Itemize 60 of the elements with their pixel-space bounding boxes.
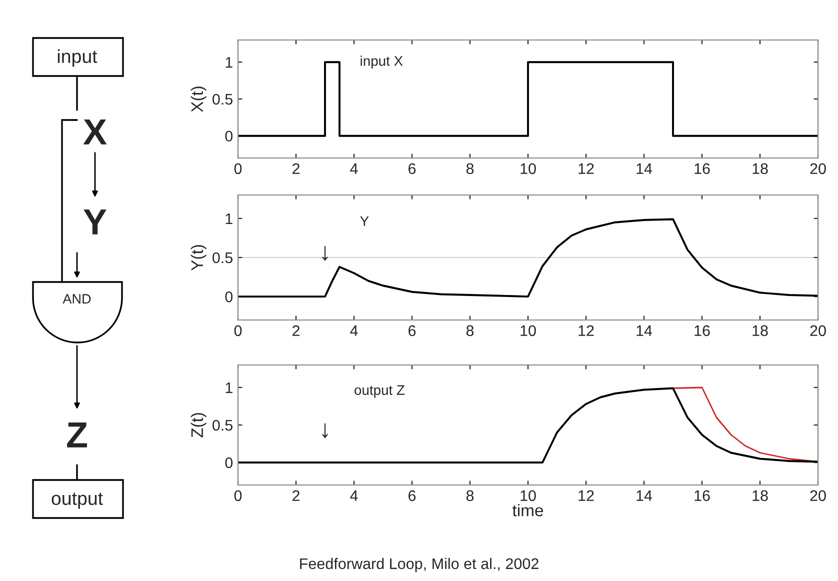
x-tick-label: 18 [752, 163, 768, 174]
y-tick-label: 1 [226, 382, 232, 394]
x-tick-label: 6 [408, 163, 416, 174]
x-tick-label: 20 [810, 325, 826, 336]
x-tick-label: 0 [234, 490, 242, 502]
x-tick-label: 8 [466, 163, 474, 174]
x-tick-label: 18 [752, 490, 768, 502]
x-tick-label: 2 [292, 325, 300, 336]
text: AND [62, 294, 91, 304]
x-axis-title: time [512, 504, 544, 516]
x-tick-label: 2 [292, 490, 300, 501]
text: input [58, 49, 98, 67]
annotation: ↓ [322, 246, 328, 261]
y-axis-title: X(t) [190, 86, 206, 112]
x-tick-label: 10 [520, 490, 536, 502]
x-tick-label: 6 [408, 325, 416, 336]
x-tick-label: 8 [466, 490, 474, 502]
x-tick-label: 10 [520, 163, 536, 174]
y-tick-label: 0 [225, 457, 233, 468]
y-tick-label: 0 [225, 130, 233, 142]
y-tick-label: 1 [226, 57, 232, 68]
x-tick-label: 0 [234, 325, 242, 336]
y-tick-label: 0.5 [212, 252, 232, 264]
x-tick-label: 20 [810, 163, 826, 174]
y-tick-label: 0.5 [212, 94, 232, 105]
y-axis-title: Y(t) [190, 245, 206, 271]
y-tick-label: 1 [226, 213, 232, 224]
x-tick-label: 16 [694, 325, 710, 336]
y-axis-title: Z(t) [190, 413, 206, 438]
x-tick-label: 4 [350, 490, 358, 501]
x-tick-label: 12 [578, 325, 594, 336]
text: Y [360, 216, 369, 226]
y-tick-label: 0 [225, 291, 233, 302]
x-tick-label: 12 [578, 163, 594, 174]
x-tick-label: 0 [234, 163, 242, 174]
text: output [52, 492, 103, 509]
x-tick-label: 10 [520, 325, 536, 336]
x-tick-label: 6 [408, 490, 416, 502]
x-tick-label: 12 [578, 490, 594, 501]
x-tick-label: 16 [694, 490, 710, 502]
series-label: input X [360, 56, 403, 69]
x-tick-label: 14 [636, 163, 652, 174]
x-tick-label: 4 [350, 325, 358, 336]
x-tick-label: 2 [292, 163, 300, 174]
text: Feedforward Loop, Milo et al., 2002 [300, 558, 538, 572]
x-tick-label: 14 [636, 325, 652, 336]
x-tick-label: 4 [350, 163, 358, 174]
text: Y [84, 209, 106, 234]
text: output Z [354, 385, 405, 398]
x-tick-label: 14 [636, 490, 652, 501]
annotation: ↓ [322, 423, 328, 438]
x-tick-label: 20 [810, 490, 826, 502]
line-series [238, 218, 818, 298]
line-series [238, 387, 818, 464]
text: X [83, 119, 107, 144]
x-tick-label: 8 [466, 325, 474, 336]
x-tick-label: 18 [752, 325, 768, 336]
x-tick-label: 16 [694, 163, 710, 174]
text: Z [67, 422, 87, 448]
y-tick-label: 0.5 [212, 420, 232, 431]
